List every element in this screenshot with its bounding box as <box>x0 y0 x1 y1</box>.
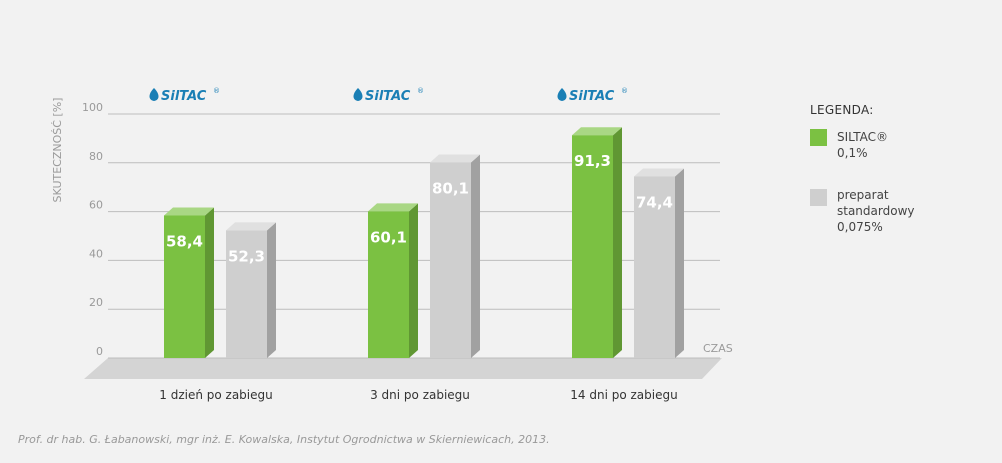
bar <box>430 162 471 358</box>
bar <box>572 135 613 358</box>
legend-label-standard-line2: standardowy <box>837 204 915 218</box>
siltac-logo-mark: ® <box>417 87 424 95</box>
legend-label-standard: preparat standardowy 0,075% <box>837 187 947 235</box>
legend-label-siltac-line1: SILTAC® <box>837 130 888 144</box>
bar-top <box>572 127 622 136</box>
bar-side <box>471 154 480 358</box>
legend-swatch-standard <box>810 189 827 206</box>
y-tick-label: 40 <box>89 247 103 260</box>
bar-top <box>164 207 214 216</box>
siltac-logo-text: SilTAC <box>161 89 207 104</box>
bar-side <box>267 222 276 358</box>
legend-title: LEGENDA: <box>810 103 874 117</box>
bar-side <box>675 168 684 358</box>
x-category-label: 3 dni po zabiegu <box>370 388 470 402</box>
legend-label-siltac-line2: 0,1% <box>837 146 868 160</box>
x-axis-title: CZAS <box>703 342 733 355</box>
y-tick-label: 100 <box>82 101 103 114</box>
legend-label-standard-line1: preparat <box>837 188 889 202</box>
y-axis-title: SKUTECZNOŚĆ [%] <box>51 98 64 203</box>
siltac-logo-text: SilTAC <box>365 89 411 104</box>
bar-side <box>613 127 622 358</box>
siltac-logo-text: SilTAC <box>569 89 615 104</box>
x-category-label: 1 dzień po zabiegu <box>159 388 272 402</box>
siltac-drop-icon <box>149 88 159 101</box>
y-tick-label: 60 <box>89 199 103 212</box>
chart-floor <box>84 358 722 379</box>
y-tick-label: 0 <box>96 345 103 358</box>
legend-swatch-siltac <box>810 129 827 146</box>
bar-side <box>205 207 214 358</box>
bar-value-label: 52,3 <box>228 247 265 265</box>
bar-value-label: 58,4 <box>166 233 203 251</box>
bar <box>634 176 675 358</box>
legend-label-siltac: SILTAC® 0,1% <box>837 129 947 161</box>
x-category-label: 14 dni po zabiegu <box>570 388 677 402</box>
legend-label-standard-line3: 0,075% <box>837 220 883 234</box>
source-credit: Prof. dr hab. G. Łabanowski, mgr inż. E.… <box>18 433 550 446</box>
bar-top <box>430 154 480 163</box>
bar-side <box>409 203 418 358</box>
bar-value-label: 74,4 <box>636 193 673 211</box>
bar-value-label: 80,1 <box>432 180 469 198</box>
bar <box>368 211 409 358</box>
bar-top <box>634 168 684 177</box>
bar-value-label: 91,3 <box>574 152 611 170</box>
y-tick-label: 80 <box>89 150 103 163</box>
siltac-logo-mark: ® <box>213 87 220 95</box>
bar <box>226 230 267 358</box>
siltac-drop-icon <box>557 88 567 101</box>
siltac-logo-mark: ® <box>621 87 628 95</box>
bar-top <box>368 203 418 212</box>
bar-top <box>226 222 276 231</box>
bar <box>164 215 205 358</box>
y-tick-label: 20 <box>89 296 103 309</box>
siltac-drop-icon <box>353 88 363 101</box>
bar-value-label: 60,1 <box>370 228 407 246</box>
